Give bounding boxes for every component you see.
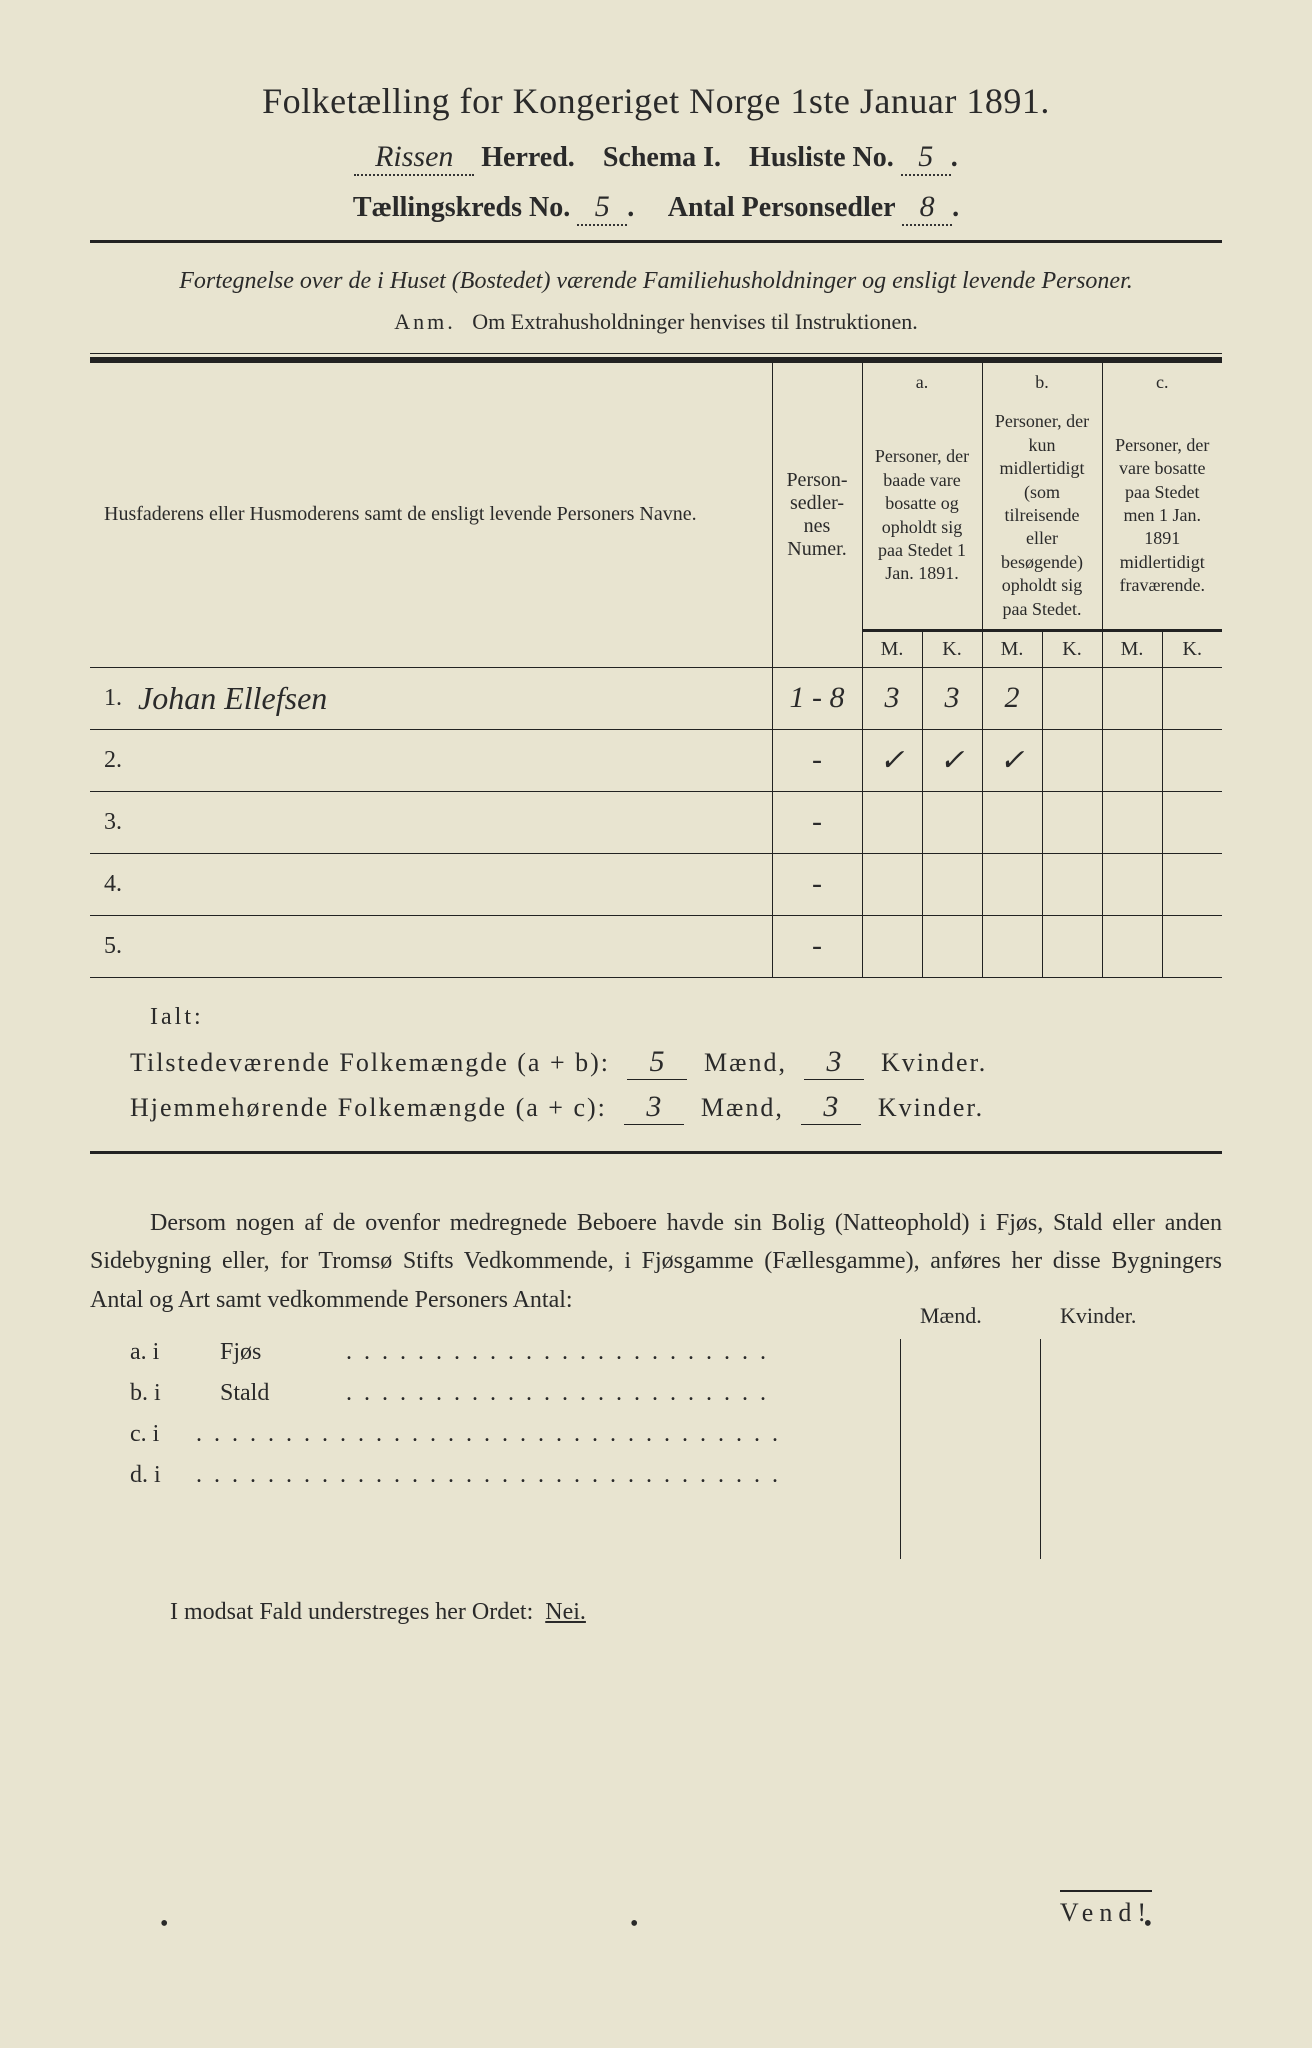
hole-mark-icon: • (1144, 1911, 1152, 1938)
sum1-k: 3 (804, 1045, 864, 1080)
kreds-label: Tællingskreds No. (353, 192, 570, 223)
col-c-m: M. (1102, 630, 1162, 667)
header-line-1: Rissen Herred. Schema I. Husliste No. 5. (90, 140, 1222, 176)
building-line-d: d. i . . . . . . . . . . . . . . . . . .… (130, 1462, 1222, 1489)
divider (90, 353, 1222, 354)
hole-mark-icon: • (160, 1911, 168, 1938)
divider (90, 1151, 1222, 1154)
page-title: Folketælling for Kongeriget Norge 1ste J… (90, 80, 1222, 122)
sum1-m: 5 (627, 1045, 687, 1080)
ialt-label: Ialt: (150, 1004, 1222, 1031)
divider (90, 240, 1222, 243)
col-a-label: a. (862, 362, 982, 403)
herred-value: Rissen (354, 140, 474, 176)
husliste-label: Husliste No. (749, 142, 894, 173)
nei-word: Nei. (545, 1599, 586, 1625)
nei-line: I modsat Fald understreges her Ordet: Ne… (170, 1599, 1222, 1626)
table-body: 1. Johan Ellefsen 1 - 8 3 3 2 2. - ✓ ✓ ✓ (90, 667, 1222, 977)
building-line-b: b. i Stald . . . . . . . . . . . . . . .… (130, 1380, 1222, 1407)
kreds-value: 5 (577, 190, 627, 226)
col-b-k: K. (1042, 630, 1102, 667)
col-a-k: K. (922, 630, 982, 667)
col-a-text: Personer, der baade vare bosatte og opho… (862, 402, 982, 630)
table-row: 5. - (90, 915, 1222, 977)
kvinder-header: Kvinder. (1060, 1303, 1136, 1329)
buildings-paragraph: Dersom nogen af de ovenfor medregnede Be… (90, 1204, 1222, 1319)
col-c-k: K. (1162, 630, 1222, 667)
col-b-label: b. (982, 362, 1102, 403)
sedler-value: 8 (902, 190, 952, 226)
building-line-c: c. i . . . . . . . . . . . . . . . . . .… (130, 1421, 1222, 1448)
col-header-number: Person-sedler-nes Numer. (772, 362, 862, 668)
anm-prefix: Anm. (394, 309, 456, 334)
building-line-a: a. i Fjøs . . . . . . . . . . . . . . . … (130, 1339, 1222, 1366)
census-form-page: Folketælling for Kongeriget Norge 1ste J… (90, 80, 1222, 1988)
col-header-names: Husfaderens eller Husmoderens samt de en… (90, 362, 772, 668)
col-a-m: M. (862, 630, 922, 667)
sedler-label: Antal Personsedler (668, 192, 895, 223)
table-row: 3. - (90, 791, 1222, 853)
col-c-label: c. (1102, 362, 1222, 403)
table-row: 4. - (90, 853, 1222, 915)
header-line-2: Tællingskreds No. 5. Antal Personsedler … (90, 190, 1222, 226)
table-row: 2. - ✓ ✓ ✓ (90, 729, 1222, 791)
hole-mark-icon: • (630, 1911, 638, 1938)
col-c-text: Personer, der vare bosatte paa Stedet me… (1102, 402, 1222, 630)
maend-header: Mænd. (920, 1303, 982, 1329)
table-row: 1. Johan Ellefsen 1 - 8 3 3 2 (90, 667, 1222, 729)
sum2-m: 3 (624, 1090, 684, 1125)
sum2-k: 3 (801, 1090, 861, 1125)
vend-label: Vend! (1060, 1890, 1152, 1928)
husliste-value: 5 (901, 140, 951, 176)
col-b-m: M. (982, 630, 1042, 667)
herred-label: Herred. (481, 142, 575, 173)
census-table: Husfaderens eller Husmoderens samt de en… (90, 360, 1222, 978)
sum-line-2: Hjemmehørende Folkemængde (a + c): 3 Mæn… (130, 1090, 1222, 1125)
col-b-text: Personer, der kun midlertidigt (som tilr… (982, 402, 1102, 630)
anm-text: Om Extrahusholdninger henvises til Instr… (472, 309, 917, 334)
annotation-line: Anm. Om Extrahusholdninger henvises til … (90, 309, 1222, 335)
sum-line-1: Tilstedeværende Folkemængde (a + b): 5 M… (130, 1045, 1222, 1080)
subtitle: Fortegnelse over de i Huset (Bostedet) v… (90, 263, 1222, 299)
schema-label: Schema I. (603, 142, 721, 173)
buildings-block: Mænd. Kvinder. a. i Fjøs . . . . . . . .… (90, 1339, 1222, 1559)
